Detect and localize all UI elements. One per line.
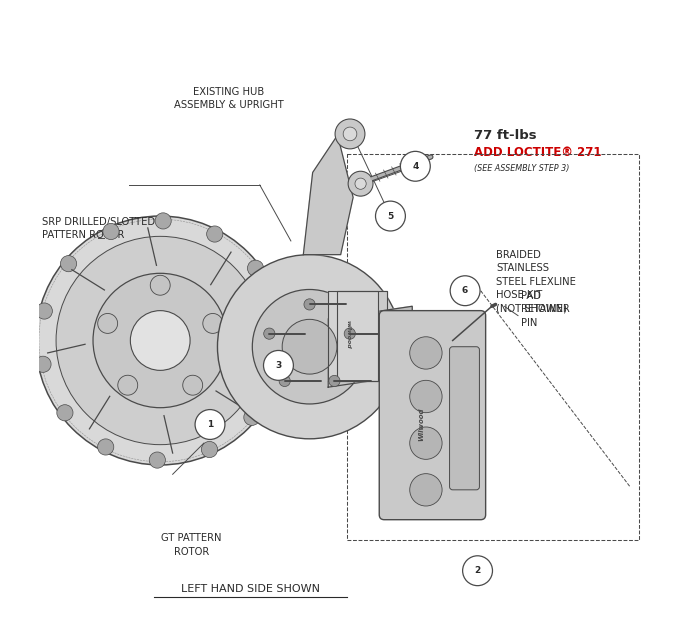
Circle shape: [279, 376, 290, 386]
Circle shape: [398, 352, 414, 367]
Circle shape: [348, 171, 373, 196]
Text: 1: 1: [207, 420, 213, 429]
Polygon shape: [328, 291, 378, 381]
Text: wilwood: wilwood: [346, 320, 351, 349]
Circle shape: [244, 409, 260, 426]
Circle shape: [282, 319, 337, 374]
Text: 77 ft-lbs: 77 ft-lbs: [475, 129, 537, 142]
Circle shape: [97, 439, 114, 455]
Circle shape: [355, 178, 366, 189]
Circle shape: [130, 311, 190, 371]
Circle shape: [410, 337, 442, 369]
Polygon shape: [303, 135, 353, 254]
Circle shape: [202, 441, 218, 458]
Text: Wilwood: Wilwood: [419, 408, 425, 441]
Polygon shape: [328, 306, 412, 387]
Circle shape: [410, 427, 442, 459]
FancyBboxPatch shape: [379, 311, 486, 520]
Circle shape: [218, 254, 402, 439]
Circle shape: [270, 309, 286, 325]
Circle shape: [343, 127, 357, 141]
Circle shape: [150, 275, 170, 295]
Circle shape: [410, 381, 442, 412]
Circle shape: [36, 216, 285, 465]
Text: GT PATTERN
ROTOR: GT PATTERN ROTOR: [161, 533, 222, 557]
Circle shape: [268, 362, 284, 378]
Circle shape: [195, 409, 225, 439]
Circle shape: [247, 260, 264, 276]
Text: SRP DRILLED/SLOTTED
PATTERN ROTOR: SRP DRILLED/SLOTTED PATTERN ROTOR: [42, 217, 155, 240]
Circle shape: [450, 276, 480, 306]
Text: (SEE ASSEMBLY STEP 3): (SEE ASSEMBLY STEP 3): [475, 164, 570, 173]
Circle shape: [344, 328, 356, 339]
Circle shape: [183, 375, 203, 395]
Circle shape: [410, 474, 442, 506]
Circle shape: [398, 327, 414, 342]
Circle shape: [335, 119, 365, 149]
Circle shape: [35, 356, 51, 372]
Text: 4: 4: [412, 162, 419, 171]
Text: EXISTING HUB
ASSEMBLY & UPRIGHT: EXISTING HUB ASSEMBLY & UPRIGHT: [174, 87, 284, 110]
Circle shape: [400, 151, 430, 181]
Text: 3: 3: [275, 361, 281, 370]
Circle shape: [60, 256, 76, 272]
Text: LEFT HAND SIDE SHOWN: LEFT HAND SIDE SHOWN: [181, 584, 320, 594]
Circle shape: [118, 375, 138, 395]
Circle shape: [329, 376, 340, 386]
Text: ADD LOCTITE® 271: ADD LOCTITE® 271: [475, 146, 602, 159]
Circle shape: [57, 404, 73, 421]
Circle shape: [252, 289, 367, 404]
Text: BRAIDED
STAINLESS
STEEL FLEXLINE
HOSE KIT
(NOT SHOWN): BRAIDED STAINLESS STEEL FLEXLINE HOSE KI…: [496, 250, 576, 313]
Circle shape: [98, 314, 118, 333]
Circle shape: [264, 328, 275, 339]
Circle shape: [304, 299, 315, 310]
Circle shape: [463, 556, 493, 586]
Text: 5: 5: [387, 211, 393, 221]
Text: 6: 6: [462, 286, 468, 295]
FancyBboxPatch shape: [449, 347, 480, 490]
Circle shape: [103, 223, 119, 239]
Circle shape: [375, 201, 405, 231]
Circle shape: [155, 213, 172, 229]
Circle shape: [56, 236, 265, 444]
Circle shape: [206, 226, 223, 242]
Circle shape: [149, 452, 165, 468]
Circle shape: [36, 303, 52, 319]
Circle shape: [93, 273, 228, 408]
Circle shape: [203, 314, 223, 333]
Circle shape: [263, 351, 293, 381]
Polygon shape: [337, 291, 386, 381]
Text: PAD
RETAINER
PIN: PAD RETAINER PIN: [521, 291, 570, 328]
Text: 2: 2: [475, 566, 481, 575]
